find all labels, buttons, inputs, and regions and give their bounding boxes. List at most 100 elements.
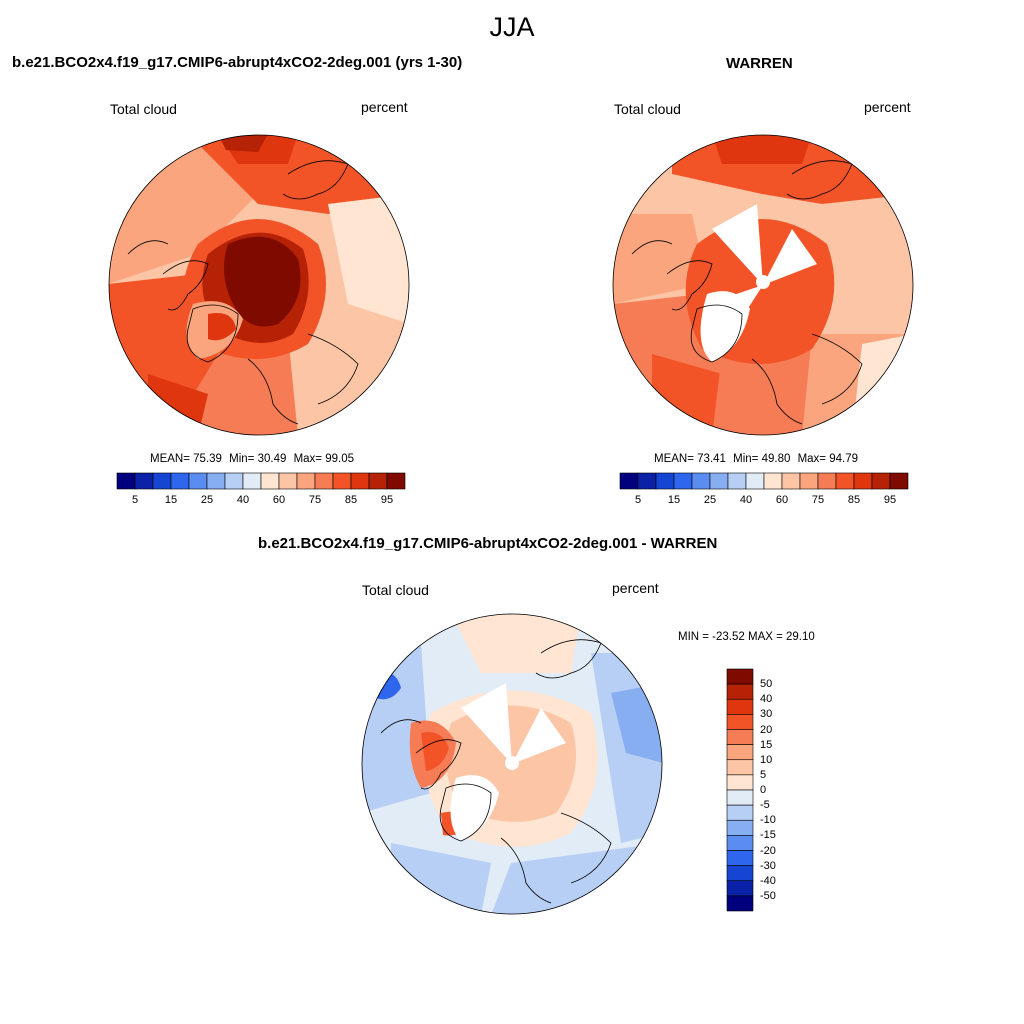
obs-colorbar-box-5 [709,472,729,490]
model-variable-label: Total cloud [110,101,177,117]
diff-colorbar-box-4 [726,729,754,745]
diff-colorbar-box-9 [726,804,754,821]
diff-colorbar [726,668,754,912]
obs-missing-sector-2 [763,229,817,285]
diff-colorbar-box-14 [726,880,754,897]
obs-colorbar-box-13 [853,472,873,490]
diff-minmax-text: MIN = -23.52 MAX = 29.10 [678,631,815,643]
obs-max-value: 94.79 [829,453,859,465]
obs-colorbar-tick: 85 [847,494,861,506]
obs-colorbar-tick: 60 [775,494,789,506]
diff-colorbar-tick: -10 [760,814,776,827]
obs-colorbar-box-6 [727,472,747,490]
diff-coastlines [380,639,612,904]
obs-colorbar-tick: 5 [634,494,642,506]
obs-colorbar-box-0 [619,472,639,490]
diff-missing-pole [505,756,519,770]
diff-missing-sector-2 [512,708,566,764]
model-units-label: percent [361,99,408,115]
diff-colorbar-tick: -15 [760,829,776,842]
diff-colorbar-box-13 [726,865,754,882]
diff-colorbar-box-0 [726,668,754,685]
diff-variable-label: Total cloud [362,582,429,598]
diff-colorbar-tick: -40 [760,874,776,887]
model-colorbar-box-6 [224,472,244,490]
diff-colorbar-tick: -20 [760,844,776,857]
model-colorbar-box-10 [296,472,316,490]
model-mean-value: 75.39 [193,453,222,465]
obs-missing-greenland [700,291,750,362]
diff-colorbar-tick: -30 [760,859,776,872]
model-colorbar-box-2 [152,472,172,490]
model-polar-map [108,134,410,436]
obs-colorbar-box-1 [637,472,657,490]
model-colorbar-box-14 [368,472,388,490]
model-region-pacific-peak [218,135,268,152]
obs-variable-label: Total cloud [614,101,681,117]
diff-colorbar-tick: 15 [760,738,773,751]
diff-colorbar-tick: -50 [760,889,776,902]
model-colorbar-box-5 [206,472,226,490]
diff-colorbar-tick: 0 [760,784,767,796]
diff-colorbar-box-7 [726,774,754,791]
diff-colorbar-box-10 [726,819,754,836]
obs-colorbar-box-10 [799,472,819,490]
diff-polar-map [361,613,663,915]
diff-colorbar-tick: 20 [760,723,773,736]
obs-colorbar-box-9 [781,472,801,490]
model-colorbar-tick: 60 [272,494,286,506]
diff-colorbar-tick: 40 [760,693,773,706]
model-colorbar-tick: 75 [308,494,322,506]
obs-mean-label: MEAN= [654,453,694,465]
obs-colorbar-box-15 [889,472,909,490]
obs-mean-value: 73.41 [697,453,726,465]
obs-region-pacific-core [712,135,812,164]
diff-colorbar-tick: -5 [760,799,770,812]
obs-min-value: 49.80 [761,453,791,465]
obs-colorbar-labels: 5 15 25 40 60 75 85 95 [620,494,908,508]
model-colorbar-tick: 85 [344,494,358,506]
obs-colorbar [619,472,909,490]
obs-colorbar-box-2 [655,472,675,490]
diff-region-pacific-warm [451,614,581,673]
obs-colorbar-box-14 [871,472,891,490]
diff-colorbar-box-11 [726,835,754,851]
model-colorbar-box-1 [134,472,154,490]
diff-panel-title: b.e21.BCO2x4.f19_g17.CMIP6-abrupt4xCO2-2… [258,535,718,552]
diff-colorbar-tick: 50 [760,678,773,691]
obs-colorbar-box-8 [763,472,783,490]
obs-colorbar-box-12 [835,472,855,490]
diff-colorbar-tick: 30 [760,708,773,721]
model-colorbar-box-7 [242,472,262,490]
model-colorbar-labels: 5 15 25 40 60 75 85 95 [117,494,405,508]
diff-colorbar-labels: 50 40 30 20 15 10 5 0 -5 -10 -15 -20 -30 -40 -50 [760,669,800,911]
obs-missing-sector-1 [712,204,763,285]
model-stats: MEAN= 75.39 Min= 30.49 Max= 99.05 [150,453,354,465]
obs-colorbar-tick: 75 [811,494,825,506]
diff-missing-greenland [450,775,499,841]
diff-colorbar-box-6 [726,759,754,776]
model-panel-title: b.e21.BCO2x4.f19_g17.CMIP6-abrupt4xCO2-2… [12,54,463,71]
model-colorbar-box-8 [260,472,280,490]
model-colorbar-tick: 95 [380,494,394,506]
model-region-greenland-peak [208,313,236,341]
model-region-east-siberia [328,194,409,324]
model-colorbar-box-11 [314,472,334,490]
model-colorbar-box-15 [386,472,406,490]
model-min-label: Min= [229,453,255,465]
diff-colorbar-box-8 [726,789,754,806]
model-colorbar-box-9 [278,472,298,490]
model-colorbar-tick: 40 [236,494,250,506]
obs-units-label: percent [864,99,911,115]
model-colorbar-box-12 [332,472,352,490]
diff-colorbar-box-12 [726,850,754,866]
obs-colorbar-tick: 95 [883,494,897,506]
diff-units-label: percent [612,580,659,596]
obs-stats: MEAN= 73.41 Min= 49.80 Max= 94.79 [654,453,858,465]
diff-colorbar-box-15 [726,895,754,912]
diff-region-canada-core [421,732,449,771]
obs-colorbar-box-4 [691,472,711,490]
obs-missing-pole [756,275,770,289]
obs-colorbar-tick: 15 [667,494,681,506]
model-colorbar-tick: 25 [200,494,214,506]
